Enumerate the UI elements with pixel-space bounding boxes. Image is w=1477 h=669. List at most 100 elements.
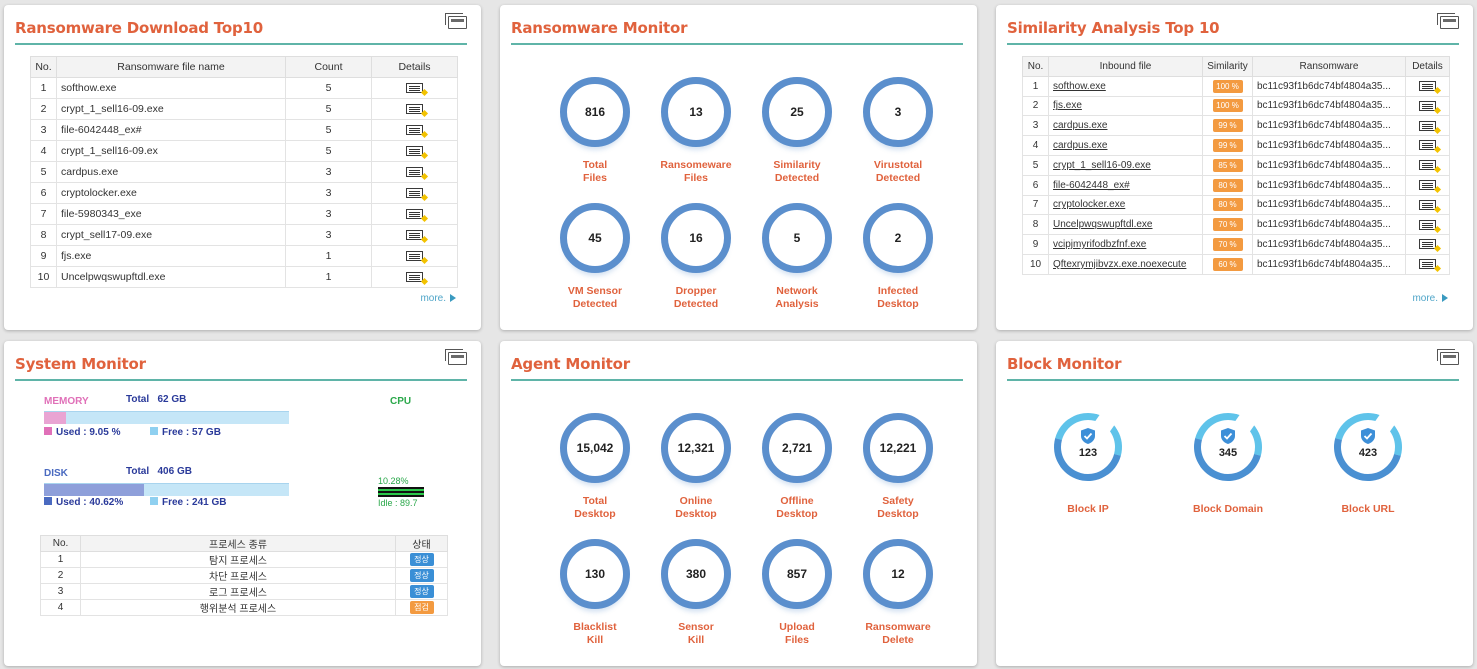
table-row[interactable]: 5 cardpus.exe 3 (30, 161, 458, 183)
row-inbound-file[interactable]: cardpus.exe (1048, 135, 1203, 156)
row-inbound-file[interactable]: vcipjmyrifodbzfnf.exe (1048, 234, 1203, 255)
more-link[interactable]: more. (1412, 293, 1448, 304)
details-icon[interactable] (406, 104, 423, 115)
title-divider (1007, 43, 1459, 45)
table-row[interactable]: 5 crypt_1_sell16-09.exe 85 % bc11c93f1b6dc7… (1022, 154, 1450, 176)
stat-ring[interactable]: 13 (661, 77, 731, 147)
window-icon[interactable] (1437, 13, 1459, 29)
details-icon[interactable] (1419, 199, 1436, 210)
stat-ring[interactable]: 3 (863, 77, 933, 147)
block-gauge[interactable]: 345 (1181, 400, 1275, 494)
stat-ring[interactable]: 15,042 (560, 413, 630, 483)
stat-ring[interactable]: 12,321 (661, 413, 731, 483)
row-process-name: 차단 프로세스 (80, 567, 396, 584)
stat-label: Network Analysis (747, 285, 847, 311)
block-gauge[interactable]: 423 (1321, 400, 1415, 494)
details-icon[interactable] (406, 188, 423, 199)
used-legend-icon (44, 497, 52, 505)
row-inbound-file[interactable]: Qftexrymjibvzx.exe.noexecute (1048, 253, 1203, 275)
table-row[interactable]: 1 softhow.exe 5 (30, 77, 458, 99)
details-icon[interactable] (1419, 120, 1436, 131)
stat-ring[interactable]: 857 (762, 539, 832, 609)
details-icon[interactable] (406, 209, 423, 220)
col-count: Count (285, 56, 372, 78)
details-icon[interactable] (1419, 239, 1436, 250)
details-icon[interactable] (406, 251, 423, 262)
table-row[interactable]: 8 crypt_sell17-09.exe 3 (30, 224, 458, 246)
row-no: 3 (40, 583, 81, 600)
table-row[interactable]: 1 softhow.exe 100 % bc11c93f1b6dc74bf4804a3… (1022, 75, 1450, 97)
table-row[interactable]: 7 cryptolocker.exe 80 % bc11c93f1b6dc74bf48… (1022, 194, 1450, 216)
row-inbound-file[interactable]: fjs.exe (1048, 95, 1203, 117)
details-icon[interactable] (1419, 100, 1436, 111)
stat-label: Ransomware Delete (848, 621, 948, 647)
table-row[interactable]: 6 file-6042448_ex# 80 % bc11c93f1b6dc74bf48… (1022, 174, 1450, 196)
table-row[interactable]: 10 Qftexrymjibvzx.exe.noexecute 60 % bc11c9… (1022, 253, 1450, 275)
stat-ring[interactable]: 25 (762, 77, 832, 147)
table-row[interactable]: 4 cardpus.exe 99 % bc11c93f1b6dc74bf4804a35… (1022, 135, 1450, 156)
row-inbound-file[interactable]: crypt_1_sell16-09.exe (1048, 154, 1203, 176)
table-row[interactable]: 2 crypt_1_sell16-09.exe 5 (30, 98, 458, 120)
details-icon[interactable] (1419, 219, 1436, 230)
details-icon[interactable] (406, 230, 423, 241)
table-row: 4 행위분석 프로세스 점검 (40, 599, 448, 616)
stat-ring[interactable]: 130 (560, 539, 630, 609)
stat-ring[interactable]: 2 (863, 203, 933, 273)
stat-label: Total Files (545, 159, 645, 185)
details-icon[interactable] (1419, 160, 1436, 171)
row-inbound-file[interactable]: cryptolocker.exe (1048, 194, 1203, 216)
row-similarity: 100 % (1202, 75, 1253, 97)
stat-ring[interactable]: 12,221 (863, 413, 933, 483)
table-row[interactable]: 2 fjs.exe 100 % bc11c93f1b6dc74bf4804a35... (1022, 95, 1450, 117)
details-icon[interactable] (1419, 140, 1436, 151)
window-icon[interactable] (445, 13, 467, 29)
row-inbound-file[interactable]: cardpus.exe (1048, 115, 1203, 137)
system-monitor-panel: System Monitor MEMORY Total 62 GB Used :… (4, 341, 481, 666)
row-file-name: cardpus.exe (56, 161, 286, 183)
window-icon[interactable] (445, 349, 467, 365)
table-row[interactable]: 9 vcipjmyrifodbzfnf.exe 70 % bc11c93f1b6dc7… (1022, 234, 1450, 255)
memory-used: Used : 9.05 % (44, 427, 120, 438)
details-icon[interactable] (406, 167, 423, 178)
stat-ring[interactable]: 5 (762, 203, 832, 273)
table-row[interactable]: 4 crypt_1_sell16-09.ex 5 (30, 140, 458, 162)
table-row[interactable]: 9 fjs.exe 1 (30, 245, 458, 267)
stat-ring[interactable]: 45 (560, 203, 630, 273)
stat-label-line1: Upload (779, 621, 815, 633)
stat-ring[interactable]: 380 (661, 539, 731, 609)
table-row: 3 로그 프로세스 정상 (40, 583, 448, 600)
window-icon[interactable] (1437, 349, 1459, 365)
table-row[interactable]: 8 Uncelpwqswupftdl.exe 70 % bc11c93f1b6dc74… (1022, 214, 1450, 236)
stat-ring[interactable]: 2,721 (762, 413, 832, 483)
stat-ring[interactable]: 816 (560, 77, 630, 147)
table-row[interactable]: 7 file-5980343_exe 3 (30, 203, 458, 225)
details-icon[interactable] (406, 83, 423, 94)
more-link[interactable]: more. (420, 293, 456, 304)
col-process-type: 프로세스 종류 (80, 535, 396, 552)
table-row[interactable]: 3 cardpus.exe 99 % bc11c93f1b6dc74bf4804a35… (1022, 115, 1450, 137)
details-icon[interactable] (1419, 81, 1436, 92)
block-label: Block URL (1341, 503, 1395, 515)
row-inbound-file[interactable]: softhow.exe (1048, 75, 1203, 97)
row-similarity: 99 % (1202, 115, 1253, 137)
details-icon[interactable] (406, 146, 423, 157)
details-icon[interactable] (1419, 259, 1436, 270)
memory-free-text: Free : 57 GB (162, 427, 221, 438)
stat-ring[interactable]: 16 (661, 203, 731, 273)
stat-ring[interactable]: 12 (863, 539, 933, 609)
details-icon[interactable] (406, 272, 423, 283)
col-no: No. (30, 56, 57, 78)
table-row[interactable]: 6 cryptolocker.exe 3 (30, 182, 458, 204)
table-row[interactable]: 10 Uncelpwqswupftdl.exe 1 (30, 266, 458, 288)
row-similarity: 80 % (1202, 174, 1253, 196)
stat-label: Blacklist Kill (545, 621, 645, 647)
details-icon[interactable] (1419, 180, 1436, 191)
table-row[interactable]: 3 file-6042448_ex# 5 (30, 119, 458, 141)
row-details (371, 245, 458, 267)
row-count: 3 (285, 224, 372, 246)
block-gauge[interactable]: 123 (1041, 400, 1135, 494)
disk-used: Used : 40.62% (44, 497, 123, 508)
details-icon[interactable] (406, 125, 423, 136)
row-inbound-file[interactable]: file-6042448_ex# (1048, 174, 1203, 196)
row-inbound-file[interactable]: Uncelpwqswupftdl.exe (1048, 214, 1203, 236)
